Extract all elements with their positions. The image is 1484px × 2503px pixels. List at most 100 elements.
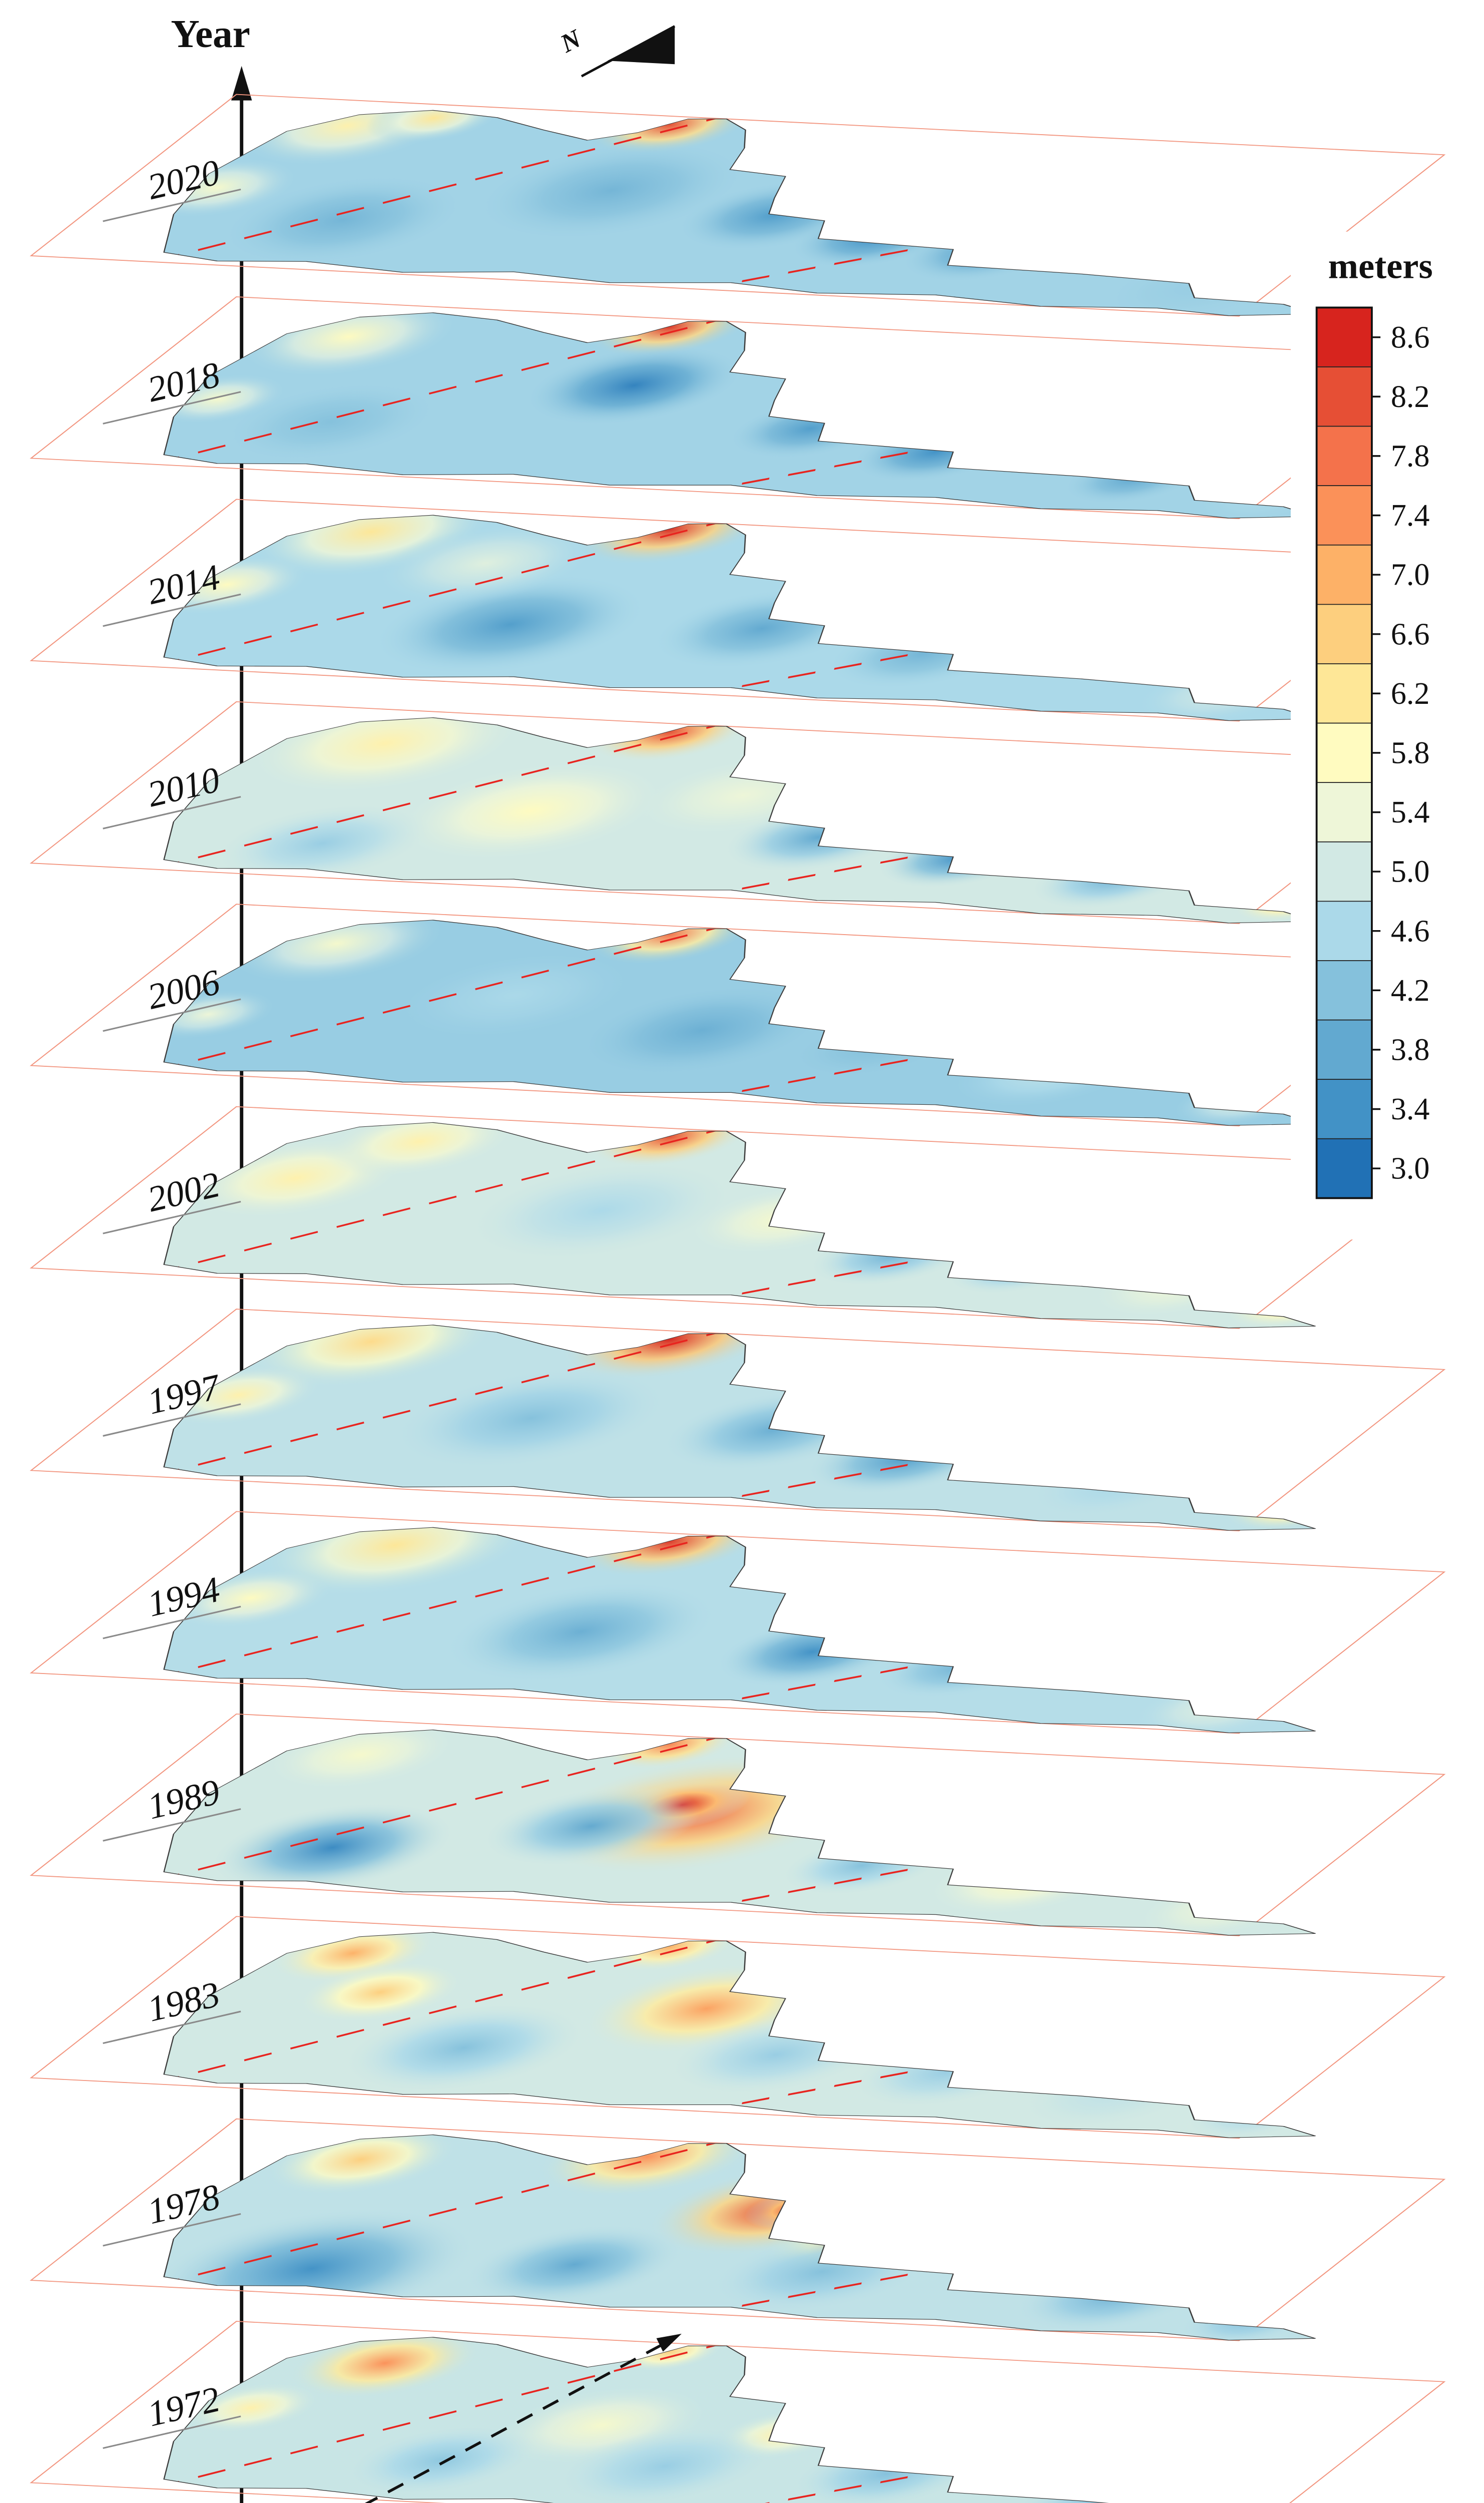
map-anomaly-blob bbox=[579, 985, 825, 1076]
map-surface bbox=[152, 1719, 1315, 1939]
year-shelf-line bbox=[103, 593, 241, 627]
map-anomaly-blob bbox=[376, 523, 595, 604]
north-label: N bbox=[556, 24, 587, 59]
legend-tick-label: 3.4 bbox=[1391, 1092, 1430, 1126]
legend-tick-label: 7.0 bbox=[1391, 558, 1430, 592]
legend-border bbox=[1315, 306, 1373, 1199]
map-anomaly-blob bbox=[213, 803, 432, 884]
legend-band bbox=[1316, 1079, 1372, 1139]
map-anomaly-blob bbox=[394, 760, 667, 862]
map-anomaly-blob bbox=[444, 1581, 718, 1682]
year-shelf-line bbox=[103, 2010, 241, 2044]
layer-frame bbox=[30, 1713, 1446, 1936]
map-base bbox=[164, 312, 1315, 518]
map-layers bbox=[135, 98, 1361, 2503]
legend-band bbox=[1316, 960, 1372, 1021]
fault-line-west bbox=[152, 116, 722, 263]
fault-line-west bbox=[152, 1735, 722, 1883]
fault-line-west bbox=[152, 2342, 722, 2490]
year-shelf-line bbox=[103, 1403, 241, 1437]
fault-line-west bbox=[152, 521, 722, 668]
map-layer-2010 bbox=[152, 705, 1343, 924]
legend-band bbox=[1316, 544, 1372, 605]
north-arrow: N bbox=[556, 24, 676, 78]
map-anomaly-blob bbox=[1246, 1682, 1355, 1723]
year-labels: 2020201820142010200620021997199419891983… bbox=[103, 152, 241, 2449]
legend-band bbox=[1316, 782, 1372, 843]
map-anomaly-blob bbox=[221, 381, 440, 462]
map-layer-1983 bbox=[152, 1921, 1321, 2140]
map-outline bbox=[163, 1527, 1316, 1734]
map-anomaly-blob bbox=[475, 140, 748, 241]
map-base bbox=[164, 2337, 1315, 2503]
legend-tick-label: 6.2 bbox=[1391, 677, 1430, 711]
legend-band bbox=[1316, 307, 1372, 367]
legend-band bbox=[1316, 426, 1372, 487]
layer-frame bbox=[30, 1309, 1446, 1532]
legend-band bbox=[1316, 1138, 1372, 1199]
map-surface bbox=[152, 2328, 1316, 2503]
map-layer-1989 bbox=[152, 1719, 1316, 1939]
layer-frame bbox=[30, 94, 1446, 317]
fault-line-west bbox=[152, 723, 722, 870]
year-shelf-line bbox=[103, 391, 241, 425]
map-outline bbox=[163, 515, 1316, 721]
map-anomaly-blob bbox=[210, 1802, 455, 1893]
fault-line-west bbox=[152, 2140, 722, 2287]
map-anomaly-blob bbox=[341, 2002, 587, 2094]
map-anomaly-blob bbox=[525, 345, 743, 426]
legend-tick-label: 4.6 bbox=[1391, 914, 1430, 948]
map-anomaly-blob bbox=[298, 1962, 462, 2022]
year-shelf-line bbox=[103, 796, 241, 829]
map-anomaly-blob bbox=[464, 1160, 738, 1261]
fault-line-west bbox=[152, 1128, 722, 1275]
year-shelf-line bbox=[103, 2415, 241, 2449]
transect-dashed-line bbox=[364, 2339, 671, 2503]
legend-tick-label: 7.8 bbox=[1391, 440, 1430, 474]
legend-band bbox=[1316, 366, 1372, 427]
legend-band bbox=[1316, 841, 1372, 902]
color-legend: meters 8.6 8.2 7.8 7.4 7.0 6.6 6.2 5.8 5.4 5.0 4.6… bbox=[1290, 231, 1484, 1240]
year-shelf-line bbox=[103, 1200, 241, 1234]
layer-frame bbox=[30, 2321, 1446, 2503]
legend-tick-label: 3.0 bbox=[1391, 1152, 1430, 1186]
map-anomaly-blob bbox=[556, 2426, 774, 2503]
legend-tick-label: 4.2 bbox=[1391, 974, 1430, 1008]
map-anomaly-blob bbox=[392, 950, 638, 1041]
transect-arrowhead bbox=[656, 2333, 682, 2352]
map-anomaly-blob bbox=[465, 2224, 684, 2305]
fault-line-west bbox=[152, 1533, 722, 1680]
map-anomaly-blob bbox=[394, 1368, 667, 1469]
map-outline bbox=[163, 1932, 1316, 2138]
legend-tick-label: 6.6 bbox=[1391, 617, 1430, 651]
map-outline bbox=[163, 2134, 1316, 2341]
map-anomaly-blob bbox=[481, 1786, 701, 1867]
legend-tick-label: 5.0 bbox=[1391, 855, 1430, 889]
map-outline bbox=[163, 312, 1316, 519]
legend-title: meters bbox=[1328, 246, 1433, 286]
year-axis-title: Year bbox=[171, 12, 250, 56]
legend-band bbox=[1316, 663, 1372, 724]
layer-frame bbox=[30, 1511, 1446, 1734]
legend-tick-label: 3.8 bbox=[1391, 1033, 1430, 1067]
legend-band bbox=[1316, 485, 1372, 546]
transect-arrow bbox=[364, 2333, 682, 2503]
year-shelf-line bbox=[103, 188, 241, 222]
fault-line-west bbox=[152, 318, 722, 466]
fault-line-west bbox=[152, 1330, 722, 1478]
legend-band bbox=[1316, 722, 1372, 783]
axes: Year bbox=[171, 12, 252, 2503]
year-shelf-line bbox=[103, 2213, 241, 2247]
fault-line-west bbox=[152, 925, 722, 1073]
legend-band bbox=[1316, 901, 1372, 961]
map-layer-1972 bbox=[152, 2328, 1316, 2503]
legend-tick-label: 7.4 bbox=[1391, 499, 1430, 533]
layer-frame bbox=[30, 2118, 1446, 2341]
legend-tick-label: 8.2 bbox=[1391, 380, 1430, 414]
map-surface bbox=[135, 98, 1315, 320]
map-outline bbox=[163, 1122, 1316, 1329]
fault-line-west bbox=[152, 1938, 722, 2085]
map-outline bbox=[163, 1730, 1316, 1936]
